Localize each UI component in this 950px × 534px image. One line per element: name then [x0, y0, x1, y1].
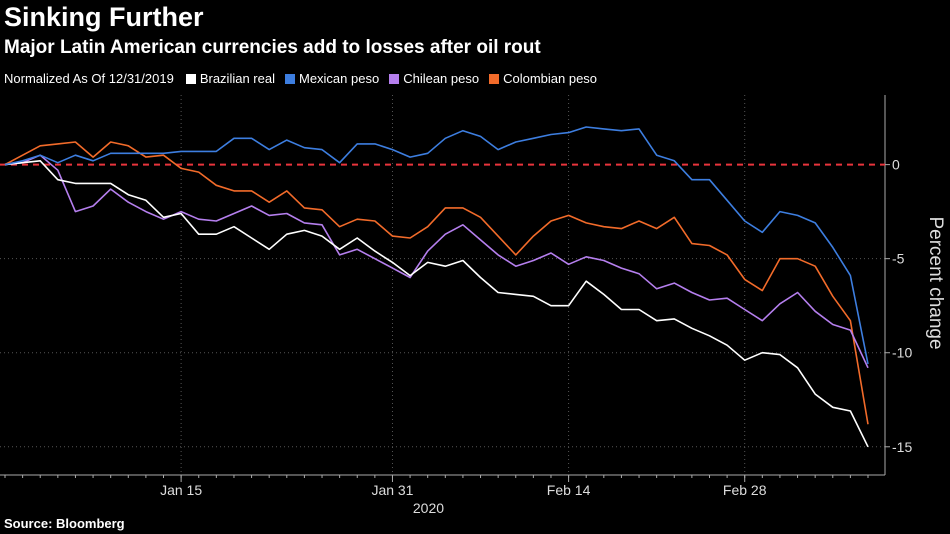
legend-note: Normalized As Of 12/31/2019 [4, 71, 174, 86]
legend-item-colombian-peso[interactable]: Colombian peso [489, 71, 597, 86]
source-note: Source: Bloomberg [4, 516, 125, 531]
legend-swatch-colombian-peso [489, 73, 500, 84]
legend-swatch-mexican-peso [284, 73, 295, 84]
series-line-brazilian-real [4, 160, 869, 448]
x-tick-label: Jan 15 [160, 482, 202, 498]
legend-swatch-brazilian-real [185, 73, 196, 84]
series-line-mexican-peso [4, 126, 869, 365]
x-axis-label: 2020 [413, 500, 444, 516]
chart-title: Sinking Further [4, 2, 204, 32]
series-line-chilean-peso [4, 154, 869, 369]
legend-label-colombian-peso: Colombian peso [503, 71, 598, 86]
legend-swatch-chilean-peso [389, 73, 400, 84]
chart-subtitle: Major Latin American currencies add to l… [4, 37, 541, 58]
y-axis-title: Percent change [925, 216, 946, 349]
series-line-colombian-peso [4, 141, 869, 425]
legend-item-chilean-peso[interactable]: Chilean peso [389, 71, 479, 86]
y-tick-label: -10 [892, 345, 912, 361]
y-tick-label: -15 [892, 439, 912, 455]
y-tick-label: -5 [892, 251, 905, 267]
x-tick-label: Feb 28 [723, 482, 767, 498]
legend: Normalized As Of 12/31/2019 Brazilian re… [4, 71, 607, 86]
legend-label-chilean-peso: Chilean peso [403, 71, 480, 86]
legend-item-brazilian-real[interactable]: Brazilian real [185, 71, 275, 86]
legend-label-mexican-peso: Mexican peso [298, 71, 380, 86]
x-tick-label: Jan 31 [371, 482, 413, 498]
legend-label-brazilian-real: Brazilian real [199, 71, 275, 86]
y-tick-label: 0 [892, 157, 900, 173]
x-tick-label: Feb 14 [547, 482, 591, 498]
legend-item-mexican-peso[interactable]: Mexican peso [284, 71, 380, 86]
